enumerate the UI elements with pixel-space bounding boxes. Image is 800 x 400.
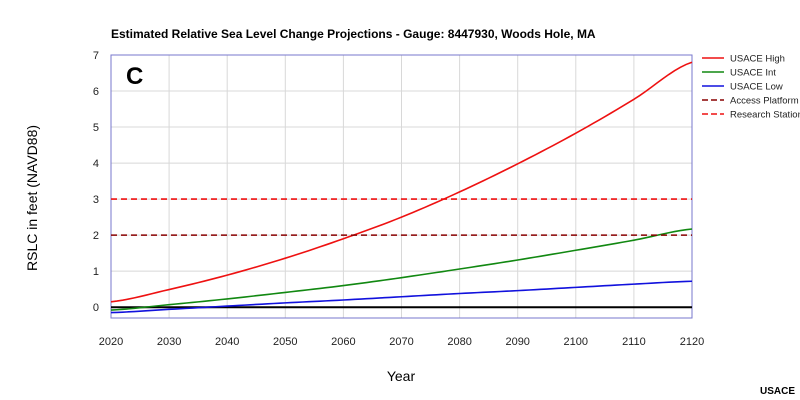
series-line-usace-high <box>110 61 693 303</box>
x-tick-label: 2100 <box>564 336 588 348</box>
chart-title: Estimated Relative Sea Level Change Proj… <box>111 27 596 41</box>
legend-label: Access Platform <box>730 96 799 107</box>
y-tick-labels: 0 1 2 3 4 5 6 7 <box>93 50 99 314</box>
legend-label: USACE Int <box>730 68 776 79</box>
y-tick-label: 2 <box>93 230 99 242</box>
legend-label: USACE Low <box>730 82 783 93</box>
x-tick-label: 2020 <box>99 336 123 348</box>
x-axis-label: Year <box>387 368 416 384</box>
series-lines <box>110 61 693 314</box>
y-tick-label: 3 <box>93 194 99 206</box>
legend: USACE High USACE Int USACE Low Access Platf… <box>702 54 800 121</box>
x-tick-label: 2070 <box>389 336 413 348</box>
plot-frame <box>110 54 693 319</box>
x-tick-label: 2090 <box>505 336 529 348</box>
legend-label: USACE High <box>730 54 785 65</box>
panel-label: C <box>126 63 143 90</box>
y-tick-label: 6 <box>93 86 99 98</box>
y-tick-label: 5 <box>93 122 99 134</box>
y-tick-label: 1 <box>93 266 99 278</box>
credit-label: USACE <box>760 386 795 397</box>
legend-label: Research Station <box>730 110 800 121</box>
x-tick-label: 2040 <box>215 336 239 348</box>
gridlines <box>110 54 693 318</box>
x-tick-label: 2030 <box>157 336 181 348</box>
series-line-usace-int <box>110 228 693 311</box>
plot-border <box>110 54 693 319</box>
x-tick-label: 2110 <box>622 336 646 348</box>
x-tick-label: 2120 <box>680 336 704 348</box>
x-tick-label: 2080 <box>447 336 471 348</box>
series-line-usace-low <box>110 280 693 314</box>
x-tick-label: 2060 <box>331 336 355 348</box>
y-tick-label: 0 <box>93 302 99 314</box>
y-tick-label: 4 <box>93 158 99 170</box>
x-tick-label: 2050 <box>273 336 297 348</box>
x-tick-labels: 2020 2030 2040 2050 2060 2070 2080 2090 2100 2110… <box>99 336 704 348</box>
y-tick-label: 7 <box>93 50 99 62</box>
y-axis-label: RSLC in feet (NAVD88) <box>24 125 40 271</box>
